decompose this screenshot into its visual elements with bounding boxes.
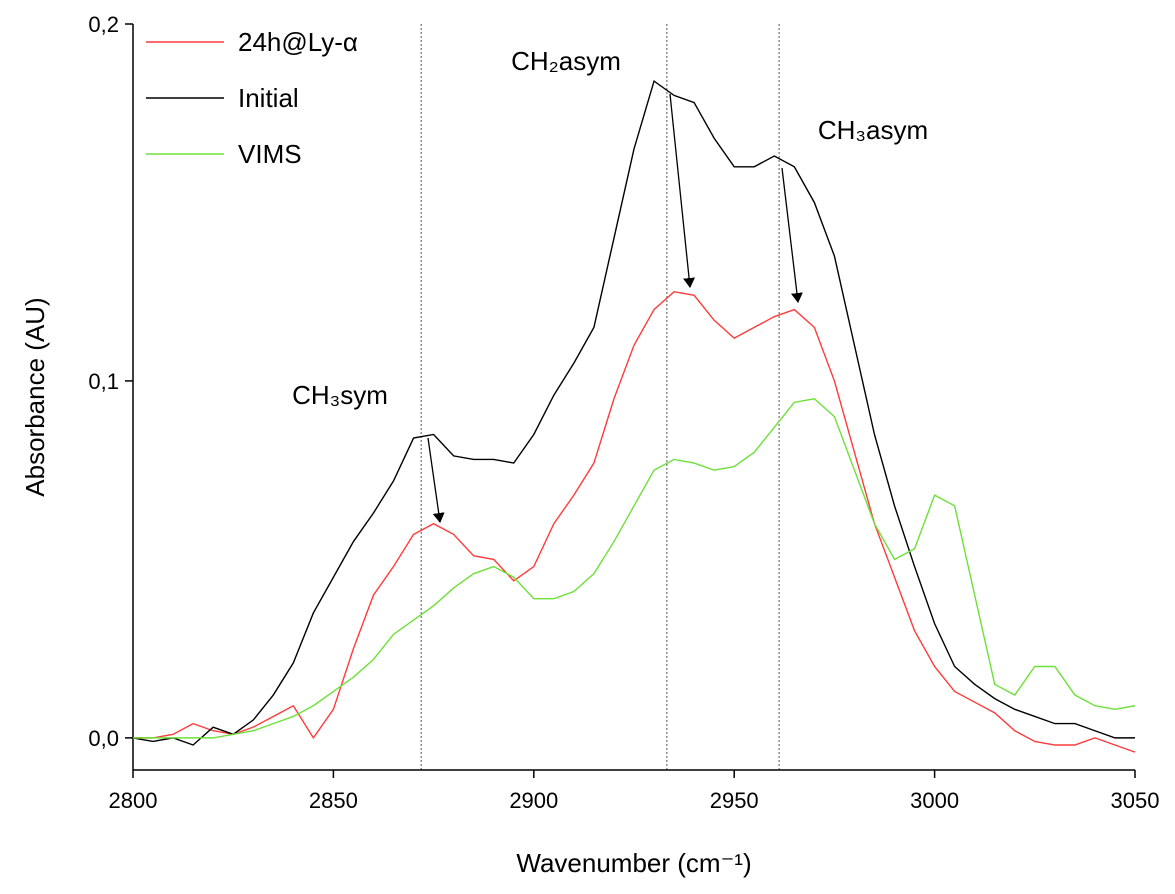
x-tick-label: 3050 [1111,788,1160,813]
y-tick-label: 0,1 [88,369,119,394]
arrow [427,437,445,523]
legend-label: VIMS [238,139,302,169]
x-tick-label: 3000 [910,788,959,813]
x-axis-title: Wavenumber (cm⁻¹) [516,848,751,878]
y-tick-label: 0,2 [88,12,119,37]
x-tick-label: 2900 [509,788,558,813]
annotation: CH₃sym [292,380,388,410]
annotation: CH₃asym [818,115,928,145]
legend-label: 24h@Ly-α [238,27,358,57]
annotation: CH₂asym [511,46,621,76]
x-tick-label: 2800 [109,788,158,813]
data-line [133,398,1136,739]
y-tick-label: 0,0 [88,726,119,751]
x-tick-label: 2850 [309,788,358,813]
arrow [781,167,803,303]
data-line [132,79,1135,746]
data-line [133,290,1136,753]
arrow [669,93,696,288]
y-axis-title: Absorbance (AU) [20,297,50,496]
x-tick-label: 2950 [710,788,759,813]
legend-label: Initial [238,83,299,113]
